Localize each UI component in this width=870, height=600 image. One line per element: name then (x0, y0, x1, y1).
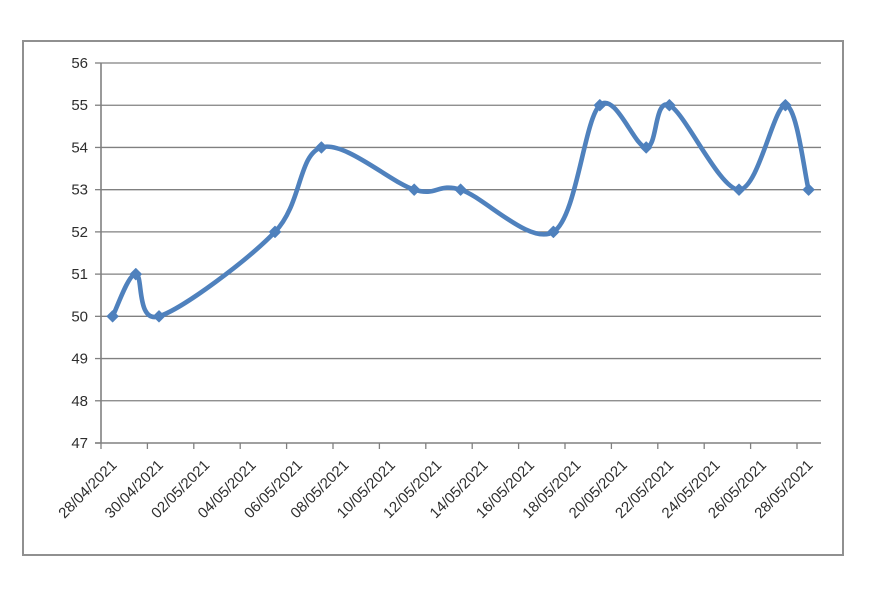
y-axis-label: 51 (71, 266, 88, 283)
y-axis-label: 55 (71, 97, 88, 114)
data-point-marker (129, 268, 142, 281)
data-point-marker (268, 225, 282, 238)
data-point-marker (732, 183, 746, 196)
y-axis-label: 47 (71, 435, 88, 452)
y-axis-label: 53 (71, 182, 88, 199)
y-axis-label: 49 (71, 351, 88, 368)
series-line (110, 100, 811, 320)
y-axis-label: 50 (71, 308, 88, 325)
data-point-marker (315, 141, 328, 154)
data-point-marker (547, 225, 560, 238)
y-axis-label: 54 (71, 139, 88, 156)
y-axis-label: 48 (71, 393, 88, 410)
data-point-marker (408, 183, 421, 196)
data-point-marker (779, 99, 792, 112)
data-point-marker (802, 183, 815, 196)
data-point-marker (106, 310, 119, 323)
data-point-marker (454, 183, 467, 196)
chart-frame (22, 40, 844, 556)
y-axis-label: 56 (71, 55, 88, 72)
data-point-marker (663, 99, 676, 112)
data-point-marker (593, 99, 606, 112)
y-axis-label: 52 (71, 224, 88, 241)
data-point-marker (152, 310, 166, 323)
data-point-marker (640, 141, 653, 154)
